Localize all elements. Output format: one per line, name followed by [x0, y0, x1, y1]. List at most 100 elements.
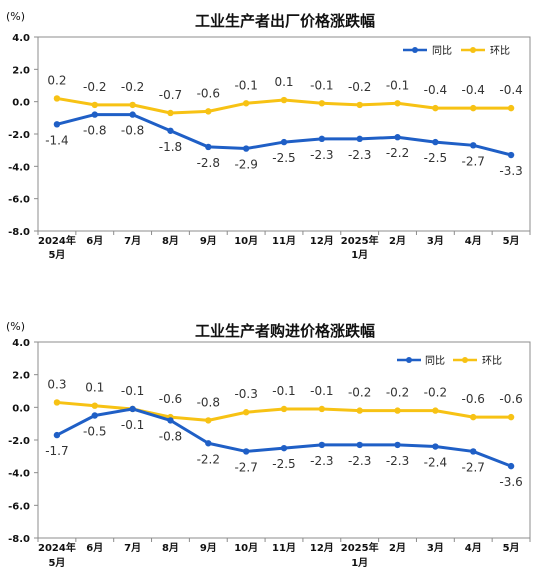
data-label-mom: -0.8 [197, 395, 220, 409]
data-label-mom: 0.3 [47, 377, 66, 391]
x-tick-label: 2024年 [38, 234, 76, 247]
data-point-mom [53, 95, 61, 102]
x-tick-label: 4月 [465, 235, 482, 247]
data-point-mom [470, 413, 477, 421]
data-point-yoy [242, 448, 250, 455]
x-tick-label: 2025年 [341, 541, 379, 554]
data-point-mom [280, 96, 288, 104]
data-label-mom: -0.2 [348, 80, 371, 94]
data-label-mom: 0.1 [85, 381, 104, 395]
legend-swatch-marker [406, 357, 412, 363]
x-tick-label-line2: 5月 [48, 557, 65, 569]
data-point-yoy [432, 443, 439, 450]
data-label-yoy: -3.3 [499, 164, 522, 178]
data-label-mom: -0.6 [499, 392, 522, 406]
data-label-yoy: -2.3 [348, 454, 371, 468]
data-point-mom [356, 101, 363, 109]
y-tick-label: -2.0 [8, 130, 30, 141]
y-tick-label: -6.0 [8, 501, 30, 512]
data-label-mom: -0.2 [386, 386, 409, 400]
data-point-mom [242, 409, 250, 416]
x-tick-label: 12月 [310, 542, 334, 554]
legend-label: 环比 [482, 355, 502, 367]
legend-swatch-marker [462, 357, 468, 363]
data-label-mom: 0.2 [47, 73, 66, 87]
data-label-yoy: -3.6 [499, 475, 522, 489]
data-label-mom: -0.3 [234, 387, 257, 401]
data-label-yoy: -2.7 [234, 460, 257, 474]
y-unit-label: (%) [6, 10, 25, 23]
data-label-mom: -0.4 [499, 83, 522, 97]
y-tick-label: 2.0 [12, 65, 30, 76]
x-tick-label: 6月 [86, 542, 103, 554]
x-tick-label-line2: 5月 [48, 249, 65, 261]
data-point-mom [507, 413, 515, 421]
data-point-yoy [432, 138, 439, 146]
data-label-mom: -0.1 [310, 78, 333, 92]
data-label-mom: -0.1 [310, 384, 333, 398]
data-point-yoy [53, 431, 61, 439]
data-point-mom [432, 407, 439, 414]
data-point-mom [91, 402, 98, 409]
data-label-mom: 0.1 [274, 75, 293, 89]
chart-title: 工业生产者出厂价格涨跌幅 [195, 12, 375, 30]
data-label-yoy: -2.5 [272, 457, 295, 471]
data-label-yoy: -1.7 [45, 444, 68, 458]
data-point-mom [242, 100, 250, 107]
x-tick-label: 3月 [427, 235, 444, 247]
x-tick-label: 2024年 [38, 541, 76, 554]
x-tick-label-line2: 1月 [351, 249, 368, 261]
y-tick-label: -2.0 [8, 436, 30, 447]
data-point-yoy [242, 145, 250, 152]
data-point-yoy [356, 441, 363, 449]
data-label-yoy: -0.8 [121, 124, 144, 138]
data-label-yoy: -1.8 [159, 140, 182, 154]
x-tick-label: 7月 [124, 235, 141, 247]
data-label-yoy: -2.4 [424, 456, 447, 470]
data-label-yoy: -2.5 [424, 151, 447, 165]
data-label-yoy: -2.9 [234, 158, 257, 172]
data-point-yoy [129, 405, 136, 413]
data-point-yoy [205, 143, 212, 151]
ppi-chart-panel: 工业生产者出厂价格涨跌幅 (%) 4.0 2.0 0.0 -2.0 -4.0 -6.0 -8… [0, 0, 547, 280]
data-label-yoy: -2.2 [386, 146, 409, 160]
data-label-yoy: -2.7 [462, 460, 485, 474]
data-point-yoy [205, 440, 212, 447]
y-tick-label: -4.0 [8, 162, 30, 173]
x-tick-label: 6月 [86, 235, 103, 247]
data-label-mom: -0.2 [348, 386, 371, 400]
legend-label: 同比 [432, 45, 452, 57]
data-label-yoy: -0.8 [159, 429, 182, 443]
x-tick-label: 10月 [234, 235, 258, 247]
data-point-yoy [507, 151, 515, 159]
y-tick-label: 4.0 [12, 338, 30, 349]
y-tick-label: -6.0 [8, 195, 30, 206]
data-label-mom: -0.1 [272, 384, 295, 398]
data-point-yoy [280, 138, 288, 146]
data-point-yoy [318, 441, 326, 449]
data-label-yoy: -0.8 [83, 124, 106, 138]
data-label-mom: -0.6 [462, 392, 485, 406]
data-point-yoy [129, 111, 136, 118]
data-label-mom: -0.2 [424, 386, 447, 400]
data-point-yoy [91, 412, 98, 419]
legend-label: 同比 [425, 355, 445, 367]
x-tick-label: 2025年 [341, 234, 379, 247]
legend-swatch-marker [412, 47, 418, 53]
data-point-yoy [470, 448, 477, 455]
data-label-mom: -0.4 [462, 83, 485, 97]
data-point-mom [318, 100, 326, 107]
x-tick-label: 5月 [503, 542, 520, 554]
x-tick-label: 7月 [124, 542, 141, 554]
data-point-mom [507, 104, 515, 112]
data-point-mom [129, 101, 136, 109]
x-tick-label-line2: 1月 [351, 557, 368, 569]
data-label-mom: -0.4 [424, 83, 447, 97]
data-label-mom: -0.1 [386, 78, 409, 92]
data-label-yoy: -0.1 [121, 418, 144, 432]
data-point-mom [91, 101, 98, 109]
data-point-mom [356, 407, 363, 414]
data-point-mom [470, 104, 477, 112]
x-tick-label: 3月 [427, 542, 444, 554]
data-label-mom: -0.6 [197, 86, 220, 100]
